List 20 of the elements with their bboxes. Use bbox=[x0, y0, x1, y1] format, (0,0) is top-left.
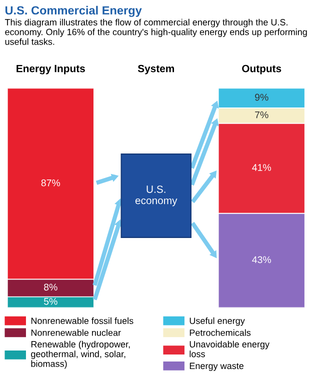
legend-label: Nonrenewable nuclear bbox=[31, 329, 121, 336]
x-tick-label: System bbox=[138, 64, 174, 74]
data-label: 8% bbox=[44, 284, 58, 291]
legend-label: Petrochemicals bbox=[190, 329, 251, 336]
data-label: 9% bbox=[255, 94, 268, 101]
x-tick-label: Energy Inputs bbox=[16, 64, 85, 74]
data-label: 87% bbox=[41, 179, 60, 186]
legend-label: Unavoidable energy loss bbox=[190, 340, 270, 358]
data-label: 41% bbox=[252, 164, 271, 171]
legend-label: Useful energy bbox=[190, 317, 245, 326]
legend-label: Nonrenewable fossil fuels bbox=[31, 317, 134, 324]
legend-label: Energy waste bbox=[190, 362, 244, 371]
chart-subtitle: This diagram illustrates the flow of commercial energy through the U.S. economy. Only 16% of the country's high-quality energy ends up performing useful tasks. bbox=[4, 18, 307, 45]
data-label: 5% bbox=[44, 298, 58, 305]
legend-label: Renewable (hydropower, geothermal, wind, solar, biomass) bbox=[31, 340, 130, 369]
x-tick-label: Outputs bbox=[242, 64, 282, 74]
annotation: U.S. economy bbox=[135, 186, 178, 206]
chart-title: U.S. Commercial Energy bbox=[5, 6, 142, 17]
data-label: 43% bbox=[252, 256, 271, 264]
data-label: 7% bbox=[255, 111, 268, 118]
